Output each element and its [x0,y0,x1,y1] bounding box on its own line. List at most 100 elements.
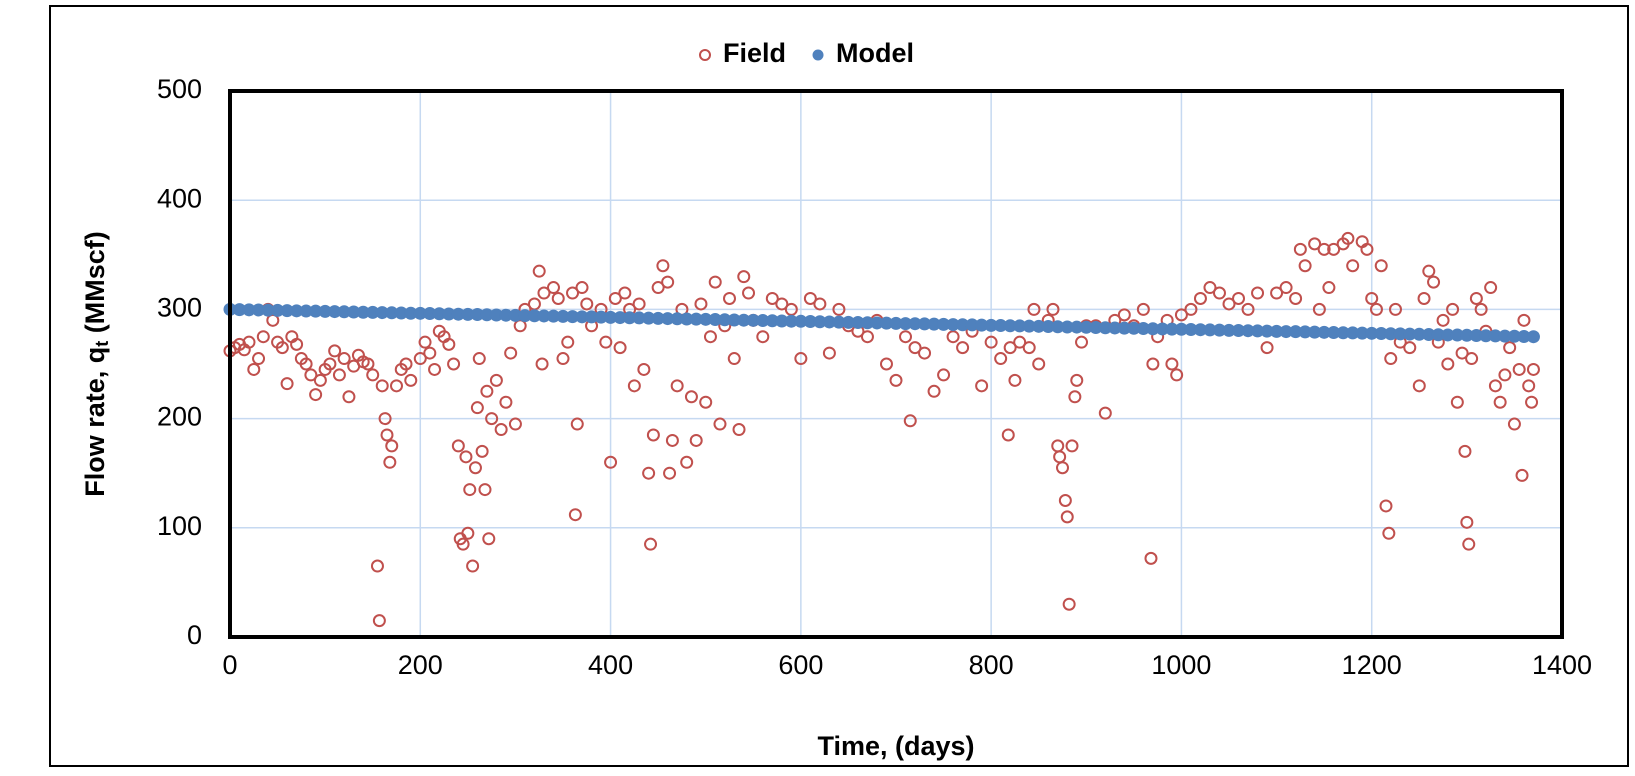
point [556,309,570,323]
point [732,423,746,437]
point [556,352,570,366]
point [585,310,599,324]
point [775,297,789,311]
y-label-sub: t [92,341,112,347]
point [1493,395,1507,409]
point [984,335,998,349]
point [727,352,741,366]
point [604,455,618,469]
point [366,368,380,382]
point [1008,373,1022,387]
y-tick-label: 100 [157,511,202,541]
point [537,286,551,300]
point [1146,357,1160,371]
point [378,412,392,426]
point [661,275,675,289]
point [994,319,1008,333]
point [535,357,549,371]
point [383,455,397,469]
point [975,318,989,332]
point [1403,341,1417,355]
point [1241,302,1255,316]
point [290,337,304,351]
point [927,317,941,331]
point [908,317,922,331]
point [518,309,532,323]
point [575,310,589,324]
point [489,373,503,387]
y-tick-label: 300 [157,293,202,323]
point [994,352,1008,366]
point [447,357,461,371]
point [1365,326,1379,340]
point [918,317,932,331]
point [794,314,808,328]
point [1298,259,1312,273]
point [1327,326,1341,340]
point [309,388,323,402]
point [1289,325,1303,339]
point [927,384,941,398]
point [1070,373,1084,387]
point [1465,352,1479,366]
point [1184,302,1198,316]
point [561,335,575,349]
point [689,433,703,447]
point [1384,352,1398,366]
point [937,317,951,331]
point [718,313,732,327]
point [271,303,285,317]
point [832,302,846,316]
point [1079,320,1093,334]
point [266,313,280,327]
x-tick-label: 0 [222,650,237,680]
point [1170,368,1184,382]
point [1526,330,1540,344]
y-tick-label: 0 [187,620,202,650]
point [290,304,304,318]
point [332,368,346,382]
point [642,466,656,480]
point [508,417,522,431]
point [489,308,503,322]
point [546,309,560,323]
point [1431,328,1445,342]
point [532,264,546,278]
point [946,318,960,332]
point [527,309,541,323]
point [975,379,989,393]
point [385,439,399,453]
point [1507,329,1521,343]
point [1412,379,1426,393]
point [1474,302,1488,316]
point [899,330,913,344]
point [1488,329,1502,343]
point [665,433,679,447]
point [737,313,751,327]
point [309,304,323,318]
point [337,305,351,319]
point [899,317,913,331]
point [575,281,589,295]
point [508,308,522,322]
point [1212,286,1226,300]
point [1469,291,1483,305]
point [689,312,703,326]
point [1379,499,1393,513]
point [1441,357,1455,371]
y-label-unit: (MMscf) [80,231,110,341]
point [404,373,418,387]
point [423,346,437,360]
point [1098,406,1112,420]
point [1346,326,1360,340]
point [1232,291,1246,305]
point [1251,286,1265,300]
point [1003,319,1017,333]
point [1322,281,1336,295]
point [375,306,389,320]
point [482,532,496,546]
point [879,316,893,330]
point [1155,322,1169,336]
point [765,291,779,305]
point [504,346,518,360]
